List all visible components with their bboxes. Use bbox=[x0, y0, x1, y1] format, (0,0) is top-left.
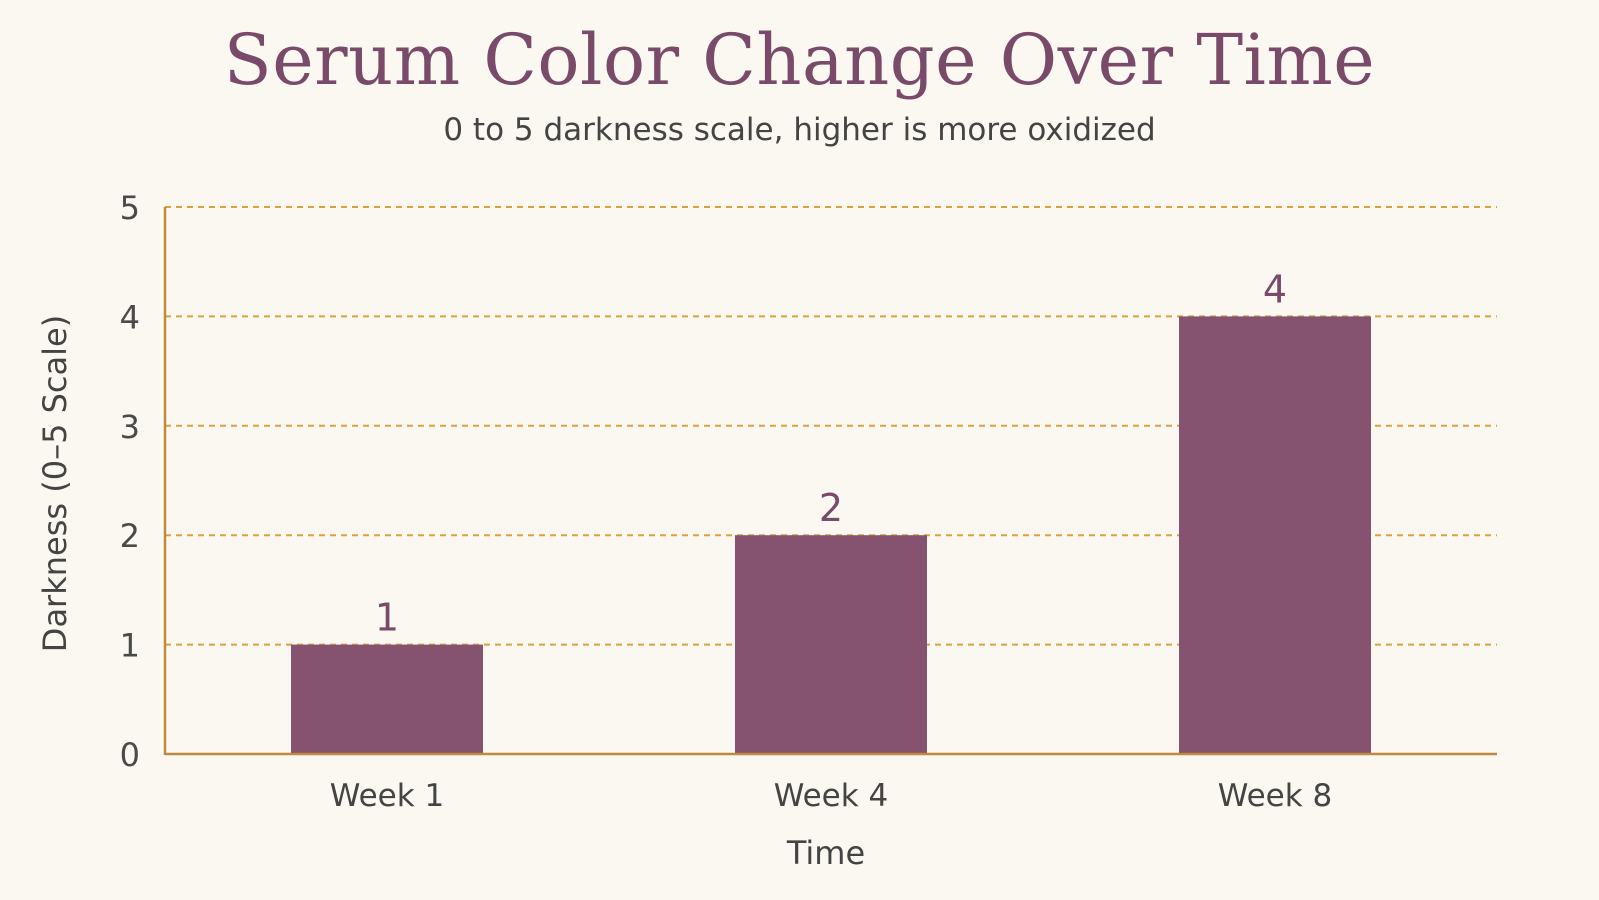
bar bbox=[291, 644, 483, 754]
axes bbox=[163, 207, 1497, 756]
y-tick-labels: 0 1 2 3 4 5 bbox=[120, 189, 140, 774]
bars bbox=[291, 316, 1371, 754]
chart-title: Serum Color Change Over Time bbox=[223, 19, 1376, 101]
bar-value-label: 1 bbox=[375, 596, 399, 640]
bar-value-label: 4 bbox=[1263, 267, 1287, 311]
y-tick-label: 4 bbox=[120, 298, 140, 336]
x-axis-title: Time bbox=[786, 834, 865, 872]
chart-subtitle: 0 to 5 darkness scale, higher is more ox… bbox=[443, 112, 1156, 148]
y-tick-label: 1 bbox=[120, 627, 140, 665]
data-labels: 1 2 4 bbox=[375, 267, 1287, 639]
y-tick-label: 2 bbox=[120, 517, 140, 555]
x-tick-label: Week 8 bbox=[1218, 778, 1333, 814]
bar-value-label: 2 bbox=[819, 486, 843, 530]
y-tick-label: 5 bbox=[120, 189, 140, 227]
y-axis-title: Darkness (0–5 Scale) bbox=[36, 315, 74, 652]
x-tick-labels: Week 1 Week 4 Week 8 bbox=[330, 778, 1333, 814]
x-tick-label: Week 1 bbox=[330, 778, 445, 814]
y-tick-label: 0 bbox=[120, 736, 140, 774]
x-tick-label: Week 4 bbox=[774, 778, 889, 814]
y-tick-label: 3 bbox=[120, 408, 140, 446]
bar bbox=[735, 535, 927, 754]
bar bbox=[1179, 316, 1371, 754]
